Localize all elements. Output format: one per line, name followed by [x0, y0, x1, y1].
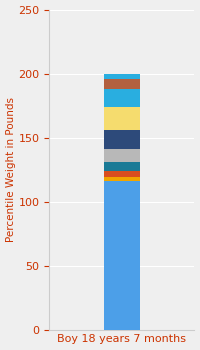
Bar: [104, 89, 140, 107]
Bar: [104, 162, 140, 171]
Bar: [104, 79, 140, 89]
Bar: [104, 171, 140, 177]
Bar: [104, 107, 140, 130]
Bar: [104, 74, 140, 79]
Y-axis label: Percentile Weight in Pounds: Percentile Weight in Pounds: [6, 97, 16, 242]
Bar: [104, 181, 140, 330]
Bar: [104, 130, 140, 149]
Bar: [104, 177, 140, 181]
Bar: [104, 149, 140, 162]
